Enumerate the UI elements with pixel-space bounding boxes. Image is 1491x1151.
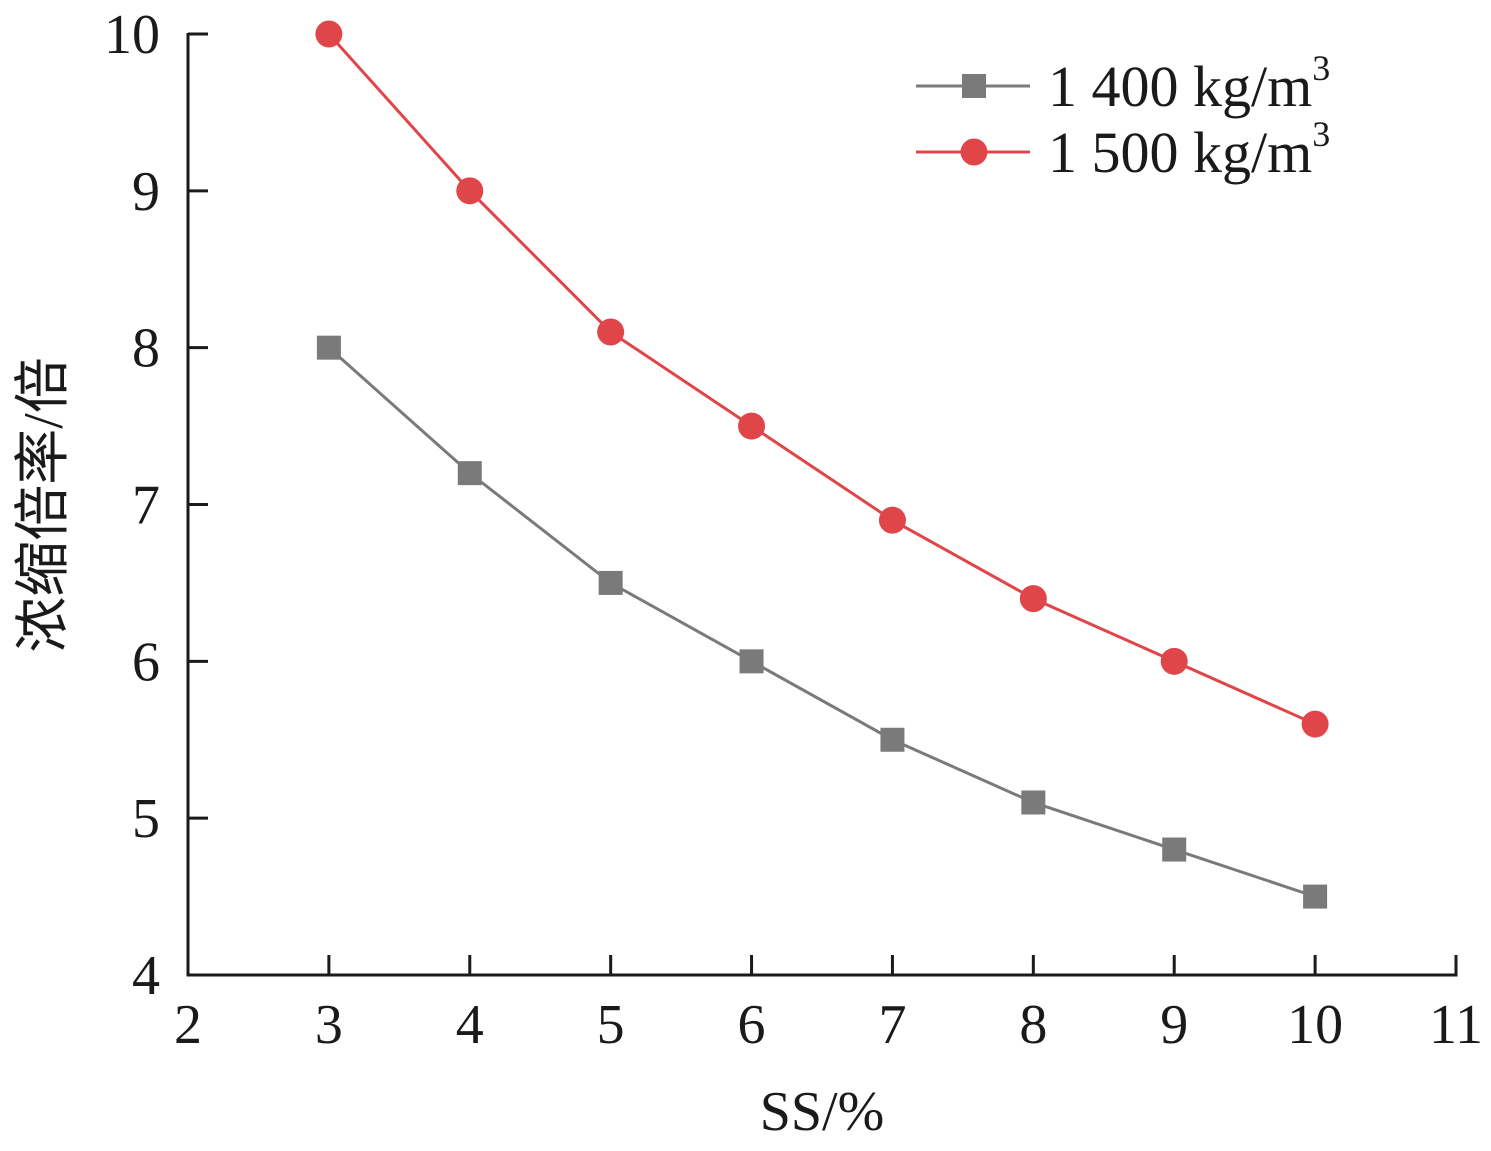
data-point [456, 177, 484, 205]
series-line [327, 32, 1316, 726]
data-point [1301, 710, 1329, 738]
x-tick-label: 7 [878, 994, 906, 1056]
x-tick-label: 2 [174, 994, 202, 1056]
series-2 [315, 20, 1329, 738]
y-tick-label: 7 [132, 475, 160, 537]
x-tick-label: 9 [1160, 994, 1188, 1056]
y-tick-label: 10 [104, 4, 160, 66]
legend: 1 400 kg/m31 500 kg/m3 [916, 48, 1330, 185]
x-tick-label: 4 [456, 994, 484, 1056]
legend-item: 1 500 kg/m3 [916, 114, 1330, 185]
series-1 [316, 335, 1328, 909]
legend-marker [960, 138, 988, 166]
legend-label: 1 400 kg/m3 [1048, 48, 1330, 119]
y-axis-title: 浓缩倍率/倍 [13, 357, 75, 653]
data-point [457, 461, 482, 486]
x-tick-label: 3 [315, 994, 343, 1056]
data-point [315, 20, 343, 48]
data-point [598, 570, 623, 595]
series-layer [315, 20, 1329, 909]
data-point [880, 727, 905, 752]
data-point [739, 649, 764, 674]
data-point [1303, 884, 1328, 909]
legend-label-exponent: 3 [1312, 114, 1330, 154]
x-axis-title: SS/% [760, 1081, 885, 1143]
x-tick-label: 5 [597, 994, 625, 1056]
data-point [1021, 790, 1046, 815]
x-tick-label: 10 [1287, 994, 1343, 1056]
data-point [1160, 647, 1188, 675]
y-tick-label: 9 [132, 161, 160, 223]
legend-label-text: 1 500 kg/m [1048, 120, 1312, 185]
y-tick-label: 5 [132, 788, 160, 850]
legend-marker [962, 74, 986, 98]
x-tick-label: 6 [738, 994, 766, 1056]
y-tick-label: 4 [132, 945, 160, 1007]
y-ticks: 4 5 6 7 8 9 10 [104, 4, 208, 1007]
y-tick-label: 6 [132, 631, 160, 693]
data-point [878, 506, 906, 534]
legend-label-text: 1 400 kg/m [1048, 54, 1312, 119]
legend-label: 1 500 kg/m3 [1048, 114, 1330, 185]
data-point [1019, 585, 1047, 613]
data-point [738, 412, 766, 440]
x-tick-label: 8 [1019, 994, 1047, 1056]
x-ticks: 2 3 4 5 6 7 8 9 10 11 [174, 955, 1483, 1056]
axes: 2 3 4 5 6 7 8 9 10 11 4 5 6 7 8 9 10 [104, 4, 1483, 1056]
data-point [597, 318, 625, 346]
legend-label-exponent: 3 [1312, 48, 1330, 88]
x-tick-label: 11 [1429, 994, 1483, 1056]
legend-item: 1 400 kg/m3 [916, 48, 1330, 119]
data-point [1162, 837, 1187, 862]
data-point [316, 335, 341, 360]
series-line [327, 346, 1316, 899]
y-tick-label: 8 [132, 318, 160, 380]
